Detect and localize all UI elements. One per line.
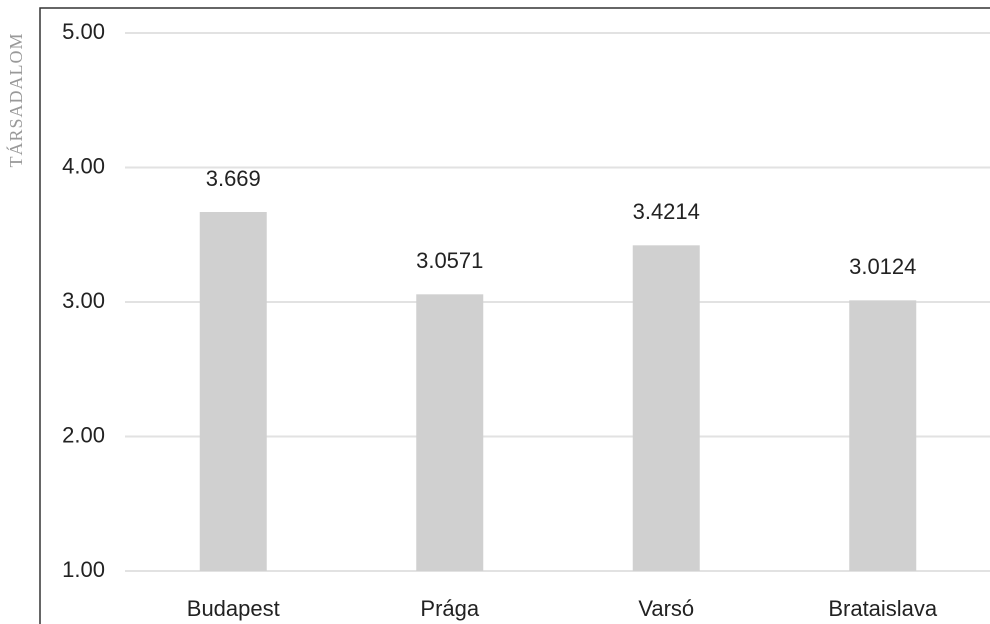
- y-tick-label: 3.00: [62, 288, 105, 313]
- bar: [416, 294, 484, 571]
- bar: [199, 212, 267, 571]
- x-tick-label: Brataislava: [828, 596, 938, 621]
- y-tick-label: 1.00: [62, 557, 105, 582]
- chart-frame: [39, 7, 990, 624]
- value-label: 3.0124: [849, 254, 916, 279]
- value-label: 3.0571: [416, 248, 483, 273]
- y-tick-label: 5.00: [62, 19, 105, 44]
- x-tick-label: Varsó: [638, 596, 694, 621]
- margin-text: TÁRSADALOM: [5, 32, 26, 167]
- value-label: 3.4214: [633, 199, 700, 224]
- bar: [849, 300, 917, 571]
- bar: [632, 245, 700, 571]
- x-tick-label: Prága: [420, 596, 479, 621]
- y-tick-label: 2.00: [62, 422, 105, 447]
- y-tick-label: 4.00: [62, 153, 105, 178]
- x-tick-label: Budapest: [187, 596, 280, 621]
- value-label: 3.669: [206, 166, 261, 191]
